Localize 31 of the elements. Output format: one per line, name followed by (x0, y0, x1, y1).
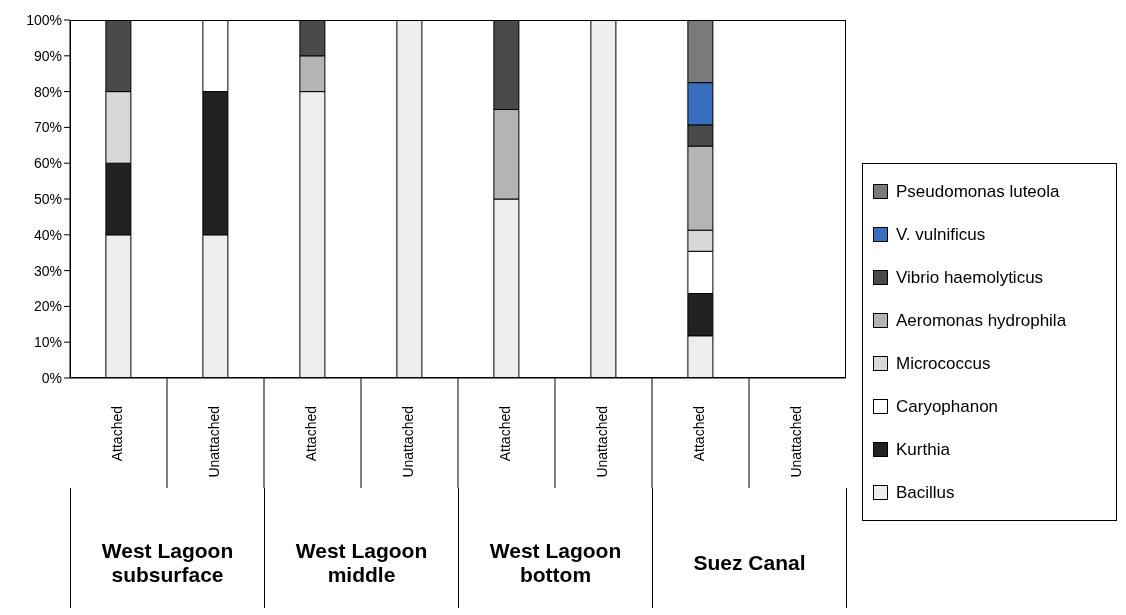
x-tick-label: Unattached (594, 406, 611, 478)
legend-label: Bacillus (896, 482, 955, 503)
y-tick-label: 80% (33, 83, 62, 100)
y-tick-label: 20% (33, 298, 62, 315)
x-tick-label: Attached (303, 406, 320, 462)
y-tick-label: 90% (33, 47, 62, 64)
text: West Lagoon middle (265, 488, 459, 608)
legend-label: Aeromonas hydrophila (896, 310, 1067, 331)
x-tick-label: Unattached (206, 406, 223, 478)
x-tick-label: Attached (691, 406, 708, 462)
legend-label: V. vulnificus (896, 224, 986, 245)
y-tick-label: 30% (33, 262, 62, 279)
text: West Lagoon subsurface (71, 488, 265, 608)
text: West Lagoon bottom (459, 488, 653, 608)
x-tick-label: Attached (109, 406, 126, 462)
legend-label: Vibrio haemolyticus (896, 267, 1044, 288)
y-tick-label: 0% (41, 369, 62, 386)
y-tick-label: 40% (33, 226, 62, 243)
legend-label: Caryophanon (896, 396, 999, 417)
x-tick-label: Attached (497, 406, 514, 462)
legend-label: Kurthia (896, 439, 950, 460)
x-tick-label: Unattached (400, 406, 417, 478)
y-tick-label: 70% (33, 119, 62, 136)
y-tick-label: 10% (33, 334, 62, 351)
legend-label: Pseudomonas luteola (896, 181, 1060, 202)
text: Suez Canal (653, 488, 847, 608)
y-tick-label: 100% (26, 11, 62, 28)
legend-label: Micrococcus (896, 353, 991, 374)
y-tick-label: 60% (33, 155, 62, 172)
y-tick-label: 50% (33, 190, 62, 207)
x-tick-label: Unattached (788, 406, 805, 478)
